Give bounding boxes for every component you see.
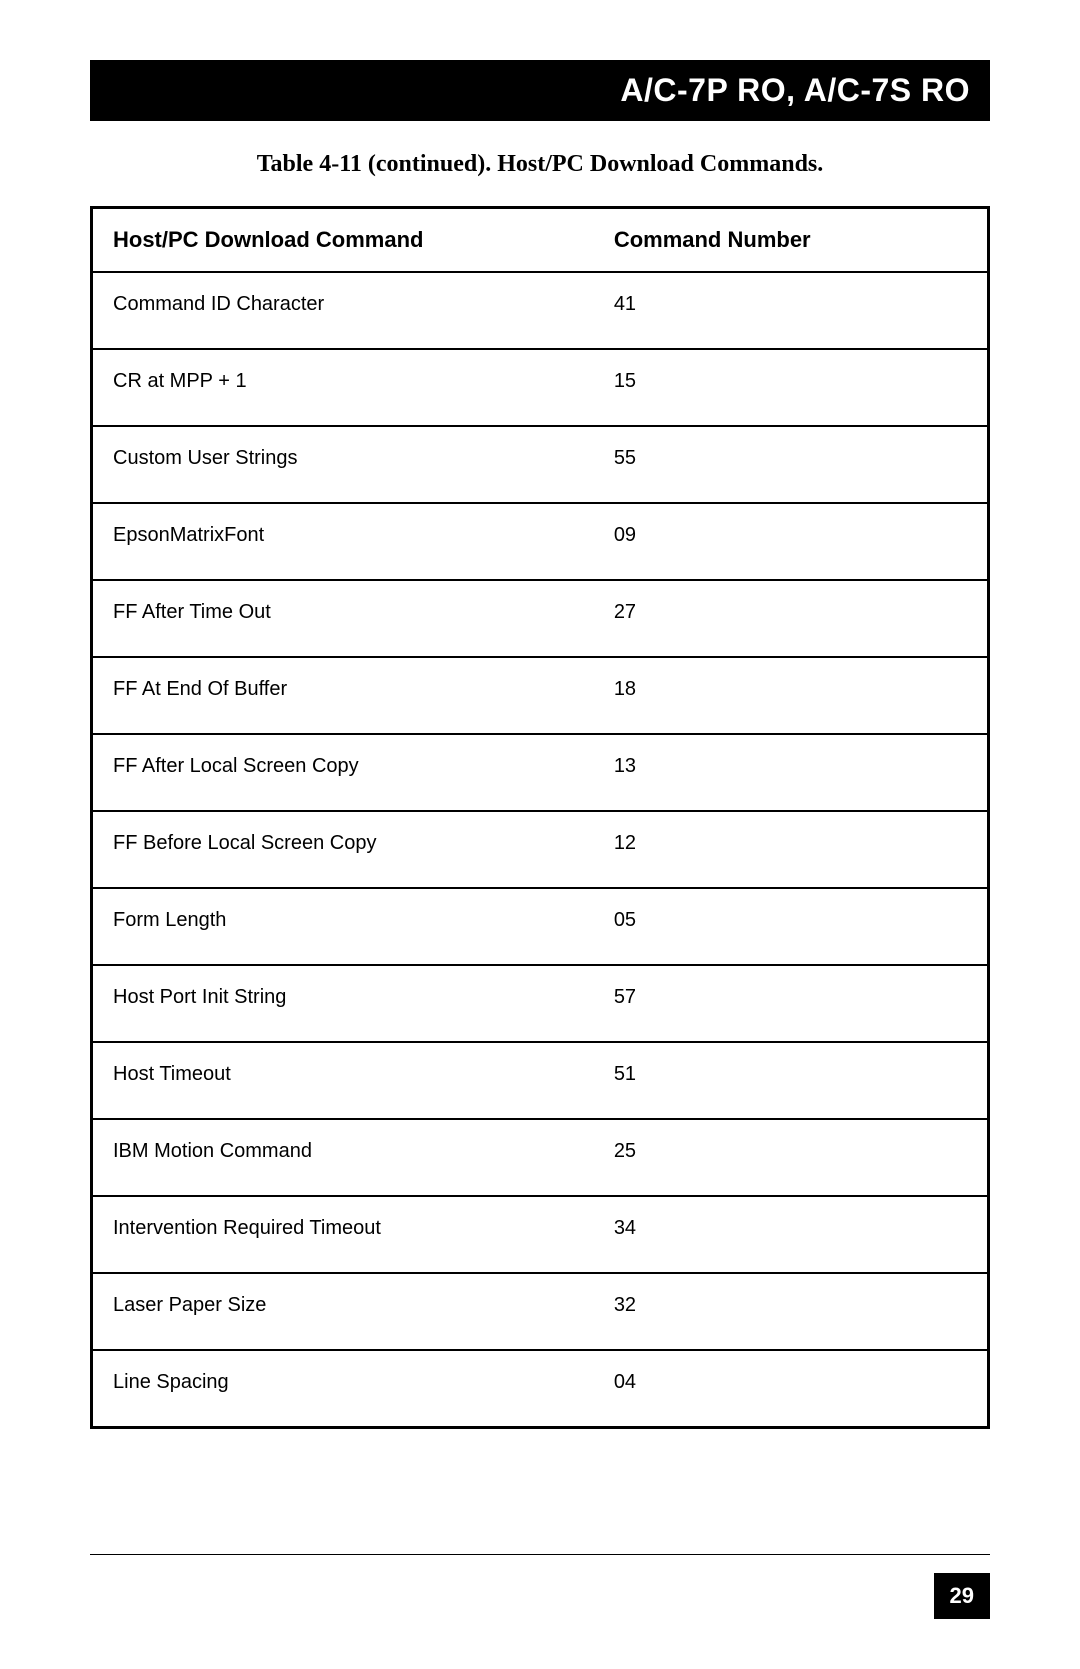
table-row: Intervention Required Timeout34 xyxy=(92,1196,989,1273)
cell-number: 27 xyxy=(594,580,989,657)
table-row: FF After Time Out27 xyxy=(92,580,989,657)
col-header-number: Command Number xyxy=(594,208,989,273)
cell-command: Form Length xyxy=(92,888,594,965)
cell-command: FF Before Local Screen Copy xyxy=(92,811,594,888)
cell-number: 04 xyxy=(594,1350,989,1428)
page-footer: 29 xyxy=(90,1554,990,1619)
cell-command: FF At End Of Buffer xyxy=(92,657,594,734)
cell-command: Intervention Required Timeout xyxy=(92,1196,594,1273)
cell-number: 55 xyxy=(594,426,989,503)
col-header-command: Host/PC Download Command xyxy=(92,208,594,273)
footer-rule xyxy=(90,1554,990,1555)
commands-table: Host/PC Download Command Command Number … xyxy=(90,206,990,1429)
cell-number: 09 xyxy=(594,503,989,580)
cell-number: 15 xyxy=(594,349,989,426)
cell-number: 51 xyxy=(594,1042,989,1119)
cell-command: Custom User Strings xyxy=(92,426,594,503)
cell-command: IBM Motion Command xyxy=(92,1119,594,1196)
cell-command: Laser Paper Size xyxy=(92,1273,594,1350)
cell-command: Line Spacing xyxy=(92,1350,594,1428)
header-title: A/C-7P RO, A/C-7S RO xyxy=(110,72,970,109)
table-row: IBM Motion Command25 xyxy=(92,1119,989,1196)
table-row: FF Before Local Screen Copy12 xyxy=(92,811,989,888)
table-row: Line Spacing04 xyxy=(92,1350,989,1428)
cell-number: 32 xyxy=(594,1273,989,1350)
cell-command: Command ID Character xyxy=(92,272,594,349)
table-row: FF After Local Screen Copy13 xyxy=(92,734,989,811)
page-number: 29 xyxy=(934,1573,990,1619)
cell-number: 13 xyxy=(594,734,989,811)
cell-number: 34 xyxy=(594,1196,989,1273)
cell-command: EpsonMatrixFont xyxy=(92,503,594,580)
header-bar: A/C-7P RO, A/C-7S RO xyxy=(90,60,990,121)
cell-number: 05 xyxy=(594,888,989,965)
table-row: Command ID Character41 xyxy=(92,272,989,349)
cell-command: CR at MPP + 1 xyxy=(92,349,594,426)
table-row: Host Port Init String57 xyxy=(92,965,989,1042)
table-row: Laser Paper Size32 xyxy=(92,1273,989,1350)
cell-number: 18 xyxy=(594,657,989,734)
cell-command: Host Port Init String xyxy=(92,965,594,1042)
cell-number: 41 xyxy=(594,272,989,349)
cell-command: FF After Time Out xyxy=(92,580,594,657)
table-row: CR at MPP + 115 xyxy=(92,349,989,426)
table-caption: Table 4-11 (continued). Host/PC Download… xyxy=(90,151,990,178)
cell-number: 12 xyxy=(594,811,989,888)
cell-number: 25 xyxy=(594,1119,989,1196)
table-row: EpsonMatrixFont09 xyxy=(92,503,989,580)
cell-command: FF After Local Screen Copy xyxy=(92,734,594,811)
table-header-row: Host/PC Download Command Command Number xyxy=(92,208,989,273)
table-row: Custom User Strings55 xyxy=(92,426,989,503)
page-container: A/C-7P RO, A/C-7S RO Table 4-11 (continu… xyxy=(0,0,1080,1469)
cell-command: Host Timeout xyxy=(92,1042,594,1119)
table-row: FF At End Of Buffer18 xyxy=(92,657,989,734)
table-row: Form Length05 xyxy=(92,888,989,965)
table-row: Host Timeout51 xyxy=(92,1042,989,1119)
cell-number: 57 xyxy=(594,965,989,1042)
